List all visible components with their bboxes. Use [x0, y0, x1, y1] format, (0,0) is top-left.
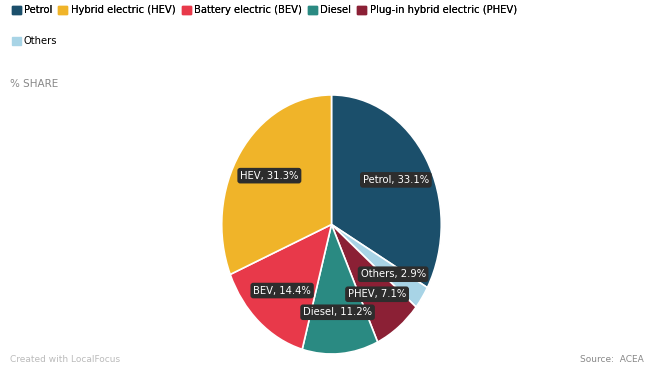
Text: HEV, 31.3%: HEV, 31.3% — [240, 171, 298, 181]
Text: Created with LocalFocus: Created with LocalFocus — [10, 355, 120, 364]
Wedge shape — [302, 224, 378, 354]
Text: Others, 2.9%: Others, 2.9% — [361, 269, 426, 279]
Wedge shape — [332, 224, 416, 342]
Wedge shape — [332, 224, 427, 307]
Text: Diesel, 11.2%: Diesel, 11.2% — [303, 307, 372, 317]
Wedge shape — [230, 224, 332, 349]
Legend: Others: Others — [12, 36, 57, 46]
Text: BEV, 14.4%: BEV, 14.4% — [254, 286, 311, 296]
Wedge shape — [222, 95, 332, 275]
Text: Petrol, 33.1%: Petrol, 33.1% — [363, 175, 429, 185]
Text: % SHARE: % SHARE — [10, 79, 58, 89]
Wedge shape — [332, 95, 441, 288]
Legend: Petrol, Hybrid electric (HEV), Battery electric (BEV), Diesel, Plug-in hybrid el: Petrol, Hybrid electric (HEV), Battery e… — [12, 5, 517, 15]
Text: PHEV, 7.1%: PHEV, 7.1% — [348, 289, 406, 299]
Text: Source:  ACEA: Source: ACEA — [580, 355, 643, 364]
